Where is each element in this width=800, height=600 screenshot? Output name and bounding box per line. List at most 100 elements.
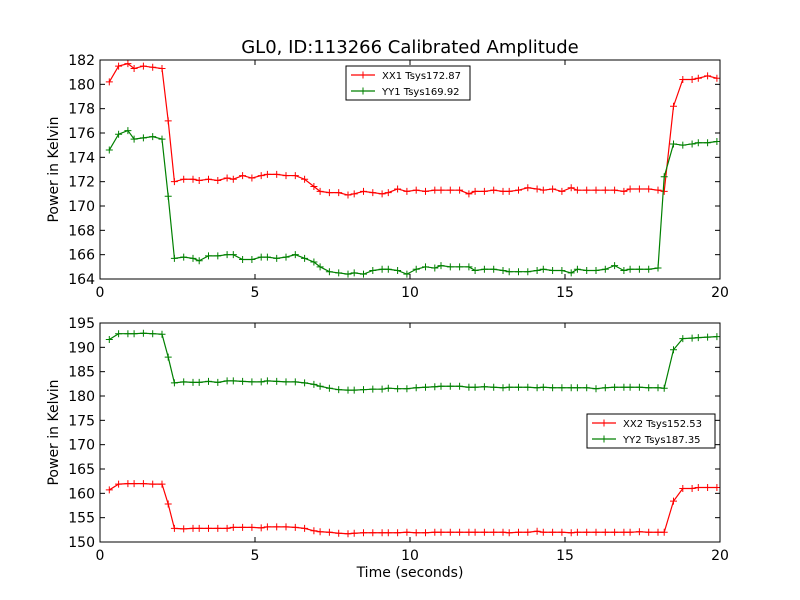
data-point-1-0-49 [524,528,532,536]
data-point-0-1-51 [539,265,547,273]
data-point-0-0-44 [480,187,488,195]
data-point-0-0-62 [635,185,643,193]
data-point-0-1-65 [660,173,668,181]
x-tick-label-0-2: 10 [401,285,419,301]
data-point-0-0-71 [713,74,721,82]
data-point-0-1-61 [626,265,634,273]
data-point-1-1-14 [223,377,231,385]
data-point-1-0-37 [422,529,429,537]
y-tick-label-1-9: 195 [68,316,95,332]
legend-marker-1-0 [600,419,608,427]
data-point-1-0-20 [273,523,281,531]
data-point-0-0-9 [180,175,188,183]
data-point-1-1-29 [350,386,358,394]
data-point-0-0-6 [158,65,166,73]
data-point-0-1-21 [282,253,290,261]
data-point-0-0-68 [688,75,696,83]
data-point-0-0-66 [670,102,677,110]
data-point-0-0-47 [505,187,513,195]
data-point-0-1-68 [688,140,696,148]
data-point-0-0-50 [533,185,541,193]
data-point-1-1-37 [422,383,429,391]
data-point-1-1-43 [471,383,479,391]
y-tick-label-1-8: 190 [68,340,95,356]
data-point-1-1-57 [592,385,600,393]
data-point-1-0-30 [360,529,367,537]
data-point-0-1-14 [223,251,231,259]
data-point-1-0-11 [195,524,203,532]
data-point-1-0-3 [130,480,138,488]
data-point-0-1-22 [291,251,299,259]
data-point-1-0-44 [480,528,488,536]
data-point-0-1-50 [533,266,541,274]
y-tick-label-0-7: 178 [68,102,95,118]
data-point-0-1-60 [620,266,628,274]
data-point-1-1-52 [549,384,557,392]
data-point-1-1-11 [195,378,203,386]
data-point-1-0-23 [301,524,309,532]
data-point-1-1-54 [567,384,575,392]
data-point-0-1-63 [645,265,653,273]
data-point-0-1-2 [124,127,132,135]
data-point-1-1-56 [583,384,591,392]
data-point-1-0-35 [403,528,411,536]
data-point-0-0-36 [412,186,420,194]
data-point-1-0-63 [645,528,653,536]
data-point-1-1-18 [257,378,265,386]
data-point-1-1-40 [446,382,454,390]
y-tick-label-0-1: 166 [68,248,95,264]
y-tick-label-1-5: 175 [68,413,95,429]
data-point-0-1-64 [654,264,662,272]
data-point-1-1-48 [515,383,522,391]
data-point-1-0-38 [431,528,439,536]
data-point-0-0-32 [378,190,386,198]
data-point-1-0-1 [115,480,123,488]
data-point-0-0-48 [515,186,522,194]
data-point-1-0-60 [620,528,628,536]
y-tick-label-1-6: 180 [68,389,95,405]
data-point-0-0-29 [350,190,358,198]
figure-title: GL0, ID:113266 Calibrated Amplitude [241,37,579,58]
data-point-1-1-28 [344,386,352,394]
data-point-1-1-50 [533,384,541,392]
data-point-1-0-7 [164,500,172,508]
y-tick-label-1-2: 160 [68,486,95,502]
data-point-0-1-43 [471,266,479,274]
data-point-0-1-8 [170,254,178,262]
data-point-1-0-16 [239,523,247,531]
data-point-1-0-32 [378,529,386,537]
data-point-1-1-9 [180,378,188,386]
data-point-1-1-19 [263,377,271,385]
data-point-1-1-0 [105,336,113,344]
y-tick-label-0-5: 174 [68,150,95,166]
data-point-0-1-33 [384,265,392,273]
data-point-0-1-28 [344,270,352,278]
data-point-0-1-18 [257,253,265,261]
data-point-1-0-70 [704,483,712,491]
data-point-0-1-48 [515,268,522,276]
data-point-1-0-29 [350,529,358,537]
data-point-0-1-46 [499,266,507,274]
data-point-0-1-29 [350,269,358,277]
data-point-0-1-37 [422,263,429,271]
data-point-1-0-61 [626,528,634,536]
data-point-1-0-33 [384,529,392,537]
data-point-1-0-22 [291,523,299,531]
data-point-0-0-30 [360,187,367,195]
data-point-1-0-24 [310,527,318,535]
y-tick-label-0-6: 176 [68,126,95,142]
data-point-1-0-65 [660,528,668,536]
data-point-1-0-54 [567,529,575,537]
data-point-0-1-35 [403,270,411,278]
data-point-0-0-46 [499,187,507,195]
legend-box-1 [586,413,716,449]
legend-label-0-1: YY1 Tsys169.92 [381,87,460,98]
data-point-1-1-67 [679,335,687,343]
data-point-1-0-40 [446,528,454,536]
y-tick-label-1-3: 165 [68,462,95,478]
y-tick-label-1-1: 155 [68,511,95,527]
data-point-0-0-7 [164,117,172,125]
data-point-0-1-41 [456,263,464,271]
data-point-0-1-54 [567,269,575,277]
data-point-1-1-68 [688,334,696,342]
